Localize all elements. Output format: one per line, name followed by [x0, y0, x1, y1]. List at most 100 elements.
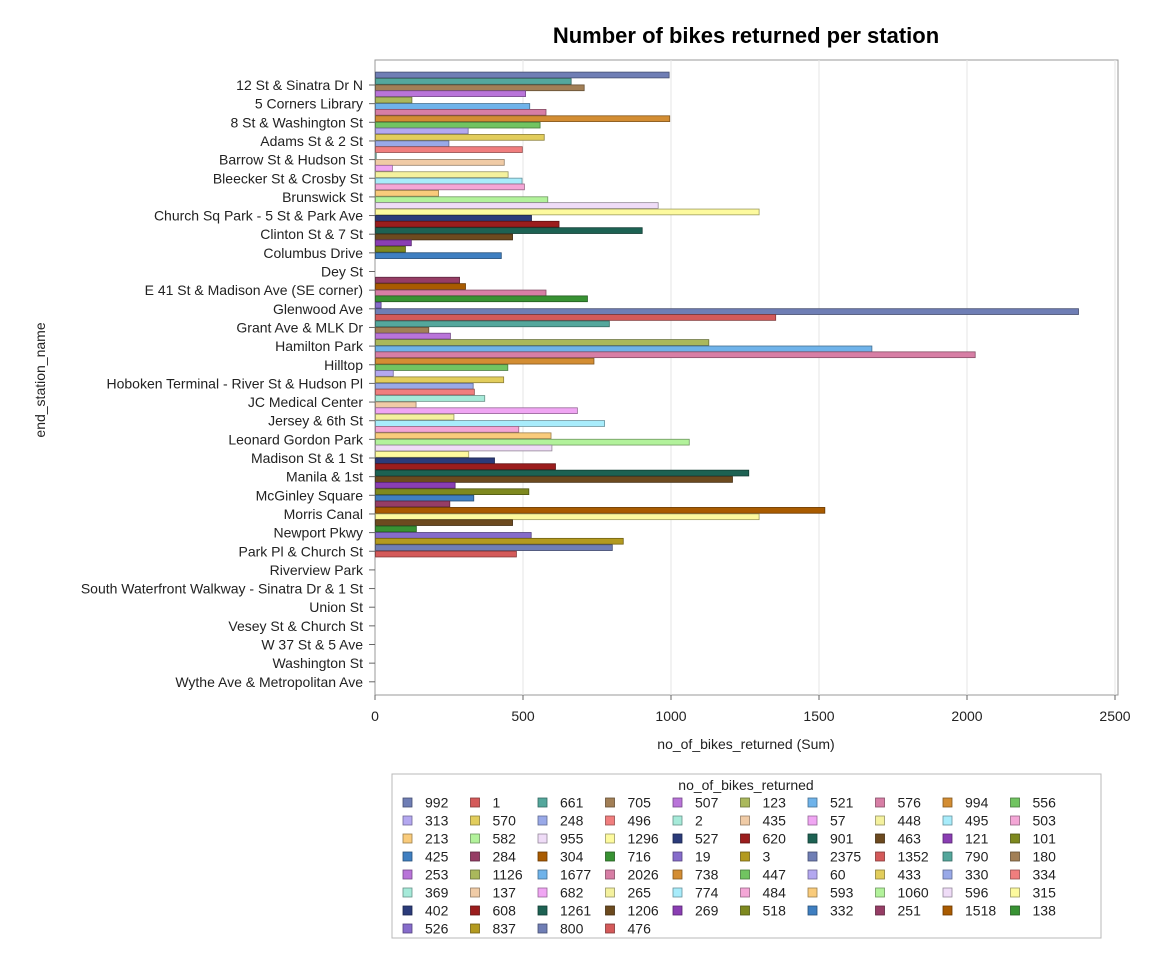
bar — [376, 358, 594, 364]
legend-swatch — [673, 906, 682, 915]
legend-swatch — [673, 798, 682, 807]
bar — [376, 284, 466, 290]
bar — [376, 396, 485, 402]
legend-swatch — [943, 798, 952, 807]
bar — [376, 501, 450, 507]
legend-swatch — [471, 816, 480, 825]
bar — [376, 526, 417, 532]
legend-swatch — [876, 888, 885, 897]
legend-swatch — [943, 870, 952, 879]
legend-swatch — [471, 906, 480, 915]
bar — [376, 203, 659, 209]
legend-label: 1126 — [493, 867, 523, 883]
bar — [376, 426, 519, 432]
legend-label: 527 — [695, 831, 719, 847]
legend-swatch — [808, 888, 817, 897]
x-tick-label: 500 — [511, 708, 535, 724]
y-tick-label: 12 St & Sinatra Dr N — [236, 77, 363, 93]
bar — [376, 482, 456, 488]
legend-label: 402 — [425, 903, 449, 919]
legend-swatch — [538, 834, 547, 843]
bar — [376, 414, 454, 420]
legend-swatch — [876, 870, 885, 879]
legend-label: 570 — [493, 813, 517, 829]
legend-swatch — [606, 906, 615, 915]
y-tick-label: South Waterfront Walkway - Sinatra Dr & … — [81, 581, 363, 597]
legend-label: 284 — [493, 849, 517, 865]
y-tick-label: W 37 St & 5 Ave — [261, 637, 363, 653]
bar — [376, 178, 523, 184]
legend-swatch — [538, 924, 547, 933]
y-tick-label: Washington St — [272, 655, 363, 671]
legend-swatch — [403, 888, 412, 897]
legend-swatch — [606, 888, 615, 897]
legend-swatch — [403, 798, 412, 807]
legend-swatch — [808, 798, 817, 807]
legend-swatch — [606, 870, 615, 879]
legend-label: 582 — [493, 831, 517, 847]
legend-label: 1206 — [628, 903, 659, 919]
y-tick-label: JC Medical Center — [248, 394, 363, 410]
bar — [376, 240, 412, 246]
legend-swatch — [943, 834, 952, 843]
legend-swatch — [741, 906, 750, 915]
bar — [376, 433, 552, 439]
y-tick-label: Hilltop — [324, 357, 363, 373]
bar — [376, 321, 610, 327]
legend-swatch — [403, 870, 412, 879]
legend-swatch — [538, 816, 547, 825]
legend-swatch — [538, 906, 547, 915]
legend-label: 334 — [1033, 867, 1057, 883]
legend-swatch — [538, 870, 547, 879]
legend-label: 526 — [425, 921, 449, 937]
x-tick-label: 1000 — [655, 708, 686, 724]
legend-label: 593 — [830, 885, 854, 901]
legend-label: 556 — [1033, 795, 1057, 811]
legend-swatch — [1011, 906, 1020, 915]
y-tick-label: 8 St & Washington St — [230, 114, 363, 130]
bar — [376, 228, 643, 234]
legend-swatch — [606, 834, 615, 843]
x-tick-label: 2500 — [1099, 708, 1130, 724]
legend-swatch — [673, 870, 682, 879]
bar — [376, 520, 513, 526]
bar — [376, 309, 1079, 315]
legend-label: 433 — [898, 867, 922, 883]
legend-label: 496 — [628, 813, 652, 829]
legend-label: 213 — [425, 831, 449, 847]
bar — [376, 72, 670, 78]
legend-label: 716 — [628, 849, 652, 865]
legend-label: 992 — [425, 795, 449, 811]
bar — [376, 160, 505, 166]
legend-swatch — [808, 906, 817, 915]
legend-label: 123 — [763, 795, 787, 811]
legend-swatch — [471, 852, 480, 861]
legend-swatch — [1011, 852, 1020, 861]
bar — [376, 134, 545, 140]
bar — [376, 352, 976, 358]
bar — [376, 495, 474, 501]
bar — [376, 97, 412, 103]
legend-swatch — [741, 870, 750, 879]
legend-label: 837 — [493, 921, 517, 937]
legend-swatch — [741, 888, 750, 897]
legend-label: 608 — [493, 903, 517, 919]
legend: no_of_bikes_returned 992 1 661 705 507 123 521… — [392, 774, 1101, 938]
bar — [376, 514, 760, 520]
bar — [376, 128, 469, 134]
legend-swatch — [808, 816, 817, 825]
y-tick-label: Bleecker St & Crosby St — [213, 170, 363, 186]
legend-label: 248 — [560, 813, 584, 829]
legend-swatch — [403, 906, 412, 915]
legend-swatch — [471, 834, 480, 843]
bar — [376, 290, 546, 296]
legend-swatch — [1011, 870, 1020, 879]
bar — [376, 215, 532, 221]
bar — [376, 302, 382, 308]
bar — [376, 246, 406, 252]
bar — [376, 253, 502, 259]
legend-label: 313 — [425, 813, 449, 829]
legend-swatch — [606, 816, 615, 825]
bar — [376, 340, 709, 346]
bar — [376, 365, 508, 371]
